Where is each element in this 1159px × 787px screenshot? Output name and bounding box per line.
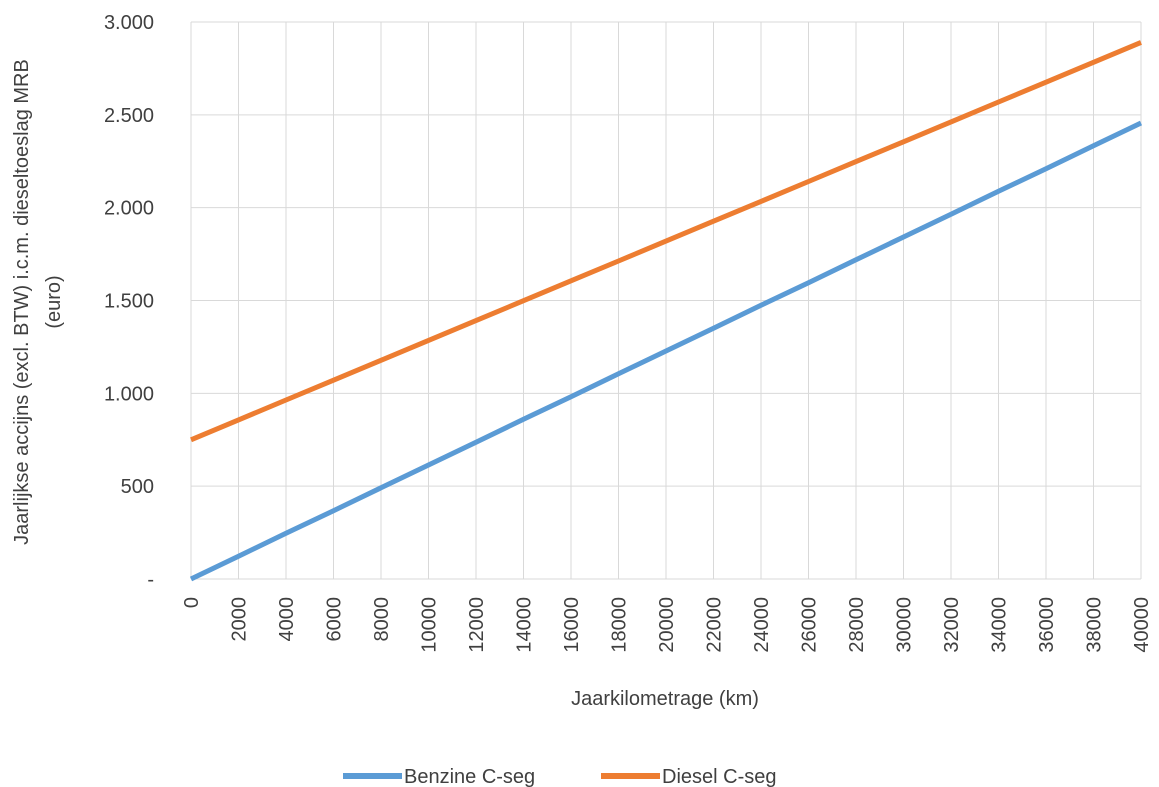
legend-label-diesel: Diesel C-seg <box>662 766 776 787</box>
x-tick-label: 0 <box>181 597 203 608</box>
y-axis-title: Jaarlijkse accijns (excl. BTW) i.c.m. di… <box>11 59 65 545</box>
series-line-benzine <box>189 120 1143 582</box>
y-tick-label: 1.000 <box>104 383 154 405</box>
y-tick-label: 2.500 <box>104 105 154 127</box>
x-axis-title: Jaarkilometrage (km) <box>571 688 759 710</box>
y-axis-ticks: - 500 1.000 1.500 2.000 2.500 3.000 <box>104 12 154 591</box>
legend-label-benzine: Benzine C-seg <box>404 766 535 787</box>
y-tick-label: - <box>147 569 154 591</box>
x-tick-label: 4000 <box>276 597 298 642</box>
x-tick-label: 34000 <box>989 597 1011 653</box>
legend: Benzine C-seg Diesel C-seg <box>343 766 776 787</box>
series-lines <box>189 40 1143 582</box>
x-tick-label: 8000 <box>371 597 393 642</box>
x-tick-label: 32000 <box>941 597 963 653</box>
x-axis-ticks: 0 2000 4000 6000 8000 10000 12000 14000 16000 180… <box>181 597 1153 653</box>
x-tick-label: 24000 <box>751 597 773 653</box>
y-tick-label: 500 <box>121 476 154 498</box>
x-tick-label: 2000 <box>229 597 251 642</box>
x-tick-label: 26000 <box>799 597 821 653</box>
x-tick-label: 12000 <box>466 597 488 653</box>
x-tick-label: 10000 <box>419 597 441 653</box>
x-tick-label: 22000 <box>704 597 726 653</box>
y-axis-title-line-2: (euro) <box>43 275 65 328</box>
x-tick-label: 18000 <box>609 597 631 653</box>
x-tick-label: 6000 <box>324 597 346 642</box>
series-line-diesel <box>190 40 1142 443</box>
y-tick-label: 2.000 <box>104 198 154 220</box>
x-tick-label: 36000 <box>1036 597 1058 653</box>
y-axis-title-line-1: Jaarlijkse accijns (excl. BTW) i.c.m. di… <box>11 59 33 545</box>
x-tick-label: 30000 <box>894 597 916 653</box>
x-tick-label: 20000 <box>656 597 678 653</box>
gridlines <box>190 21 1142 580</box>
y-tick-label: 1.500 <box>104 291 154 313</box>
x-tick-label: 38000 <box>1084 597 1106 653</box>
x-tick-label: 28000 <box>846 597 868 653</box>
x-tick-label: 14000 <box>514 597 536 653</box>
x-tick-label: 40000 <box>1131 597 1153 653</box>
x-tick-label: 16000 <box>561 597 583 653</box>
y-tick-label: 3.000 <box>104 12 154 34</box>
